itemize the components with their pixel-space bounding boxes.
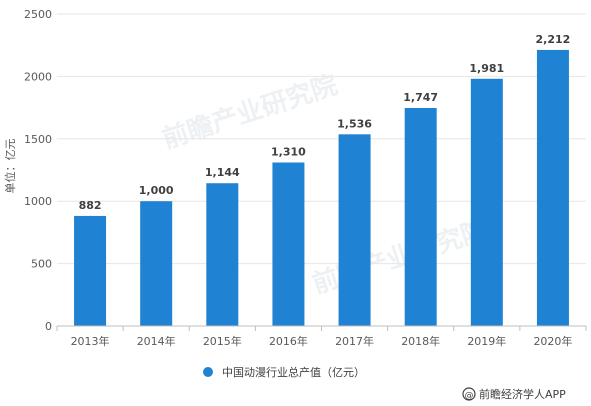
x-tick-label: 2018年 [401, 334, 440, 348]
bar [272, 162, 305, 326]
legend-label: 中国动漫行业总产值（亿元） [222, 365, 365, 379]
x-tick-label: 2015年 [203, 334, 242, 348]
gridlines [57, 13, 586, 265]
bar [470, 78, 503, 326]
x-tick-label: 2014年 [137, 334, 176, 348]
data-label: 1,310 [271, 146, 306, 159]
data-label: 1,536 [337, 117, 372, 130]
data-label: 1,000 [139, 184, 174, 197]
x-tick-label: 2016年 [269, 334, 308, 348]
source-label: 前瞻经济学人APP [479, 387, 566, 401]
watermark-text: 前瞻产业研究院 [308, 214, 491, 300]
legend: 中国动漫行业总产值（亿元） [203, 365, 365, 379]
y-tick-label: 0 [45, 320, 52, 333]
data-label: 2,212 [536, 33, 571, 46]
x-axis-ticks: 2013年 2014年 2015年 2016年 2017年 2018年 2019年 2020年 [56, 326, 587, 348]
x-tick-label: 2020年 [533, 334, 572, 348]
data-label: 1,144 [205, 166, 240, 179]
watermark-text: 前瞻产业研究院 [158, 69, 341, 155]
x-tick-label: 2013年 [71, 334, 110, 348]
y-tick-label: 2000 [24, 70, 52, 83]
x-tick-label: 2017年 [335, 334, 374, 348]
source-credit: @ 前瞻经济学人APP [462, 387, 566, 401]
bar [74, 215, 107, 326]
y-tick-label: 1500 [24, 133, 52, 146]
y-tick-label: 1000 [24, 195, 52, 208]
data-label: 1,747 [403, 91, 438, 104]
y-axis-label: 单位：亿元 [3, 139, 17, 194]
source-icon-glyph: @ [465, 391, 474, 401]
bars [74, 49, 569, 327]
y-axis-ticks: 0 500 1000 1500 2000 2500 [24, 8, 52, 333]
data-label: 882 [79, 199, 102, 212]
y-tick-label: 500 [31, 258, 52, 271]
x-tick-label: 2019年 [467, 334, 506, 348]
bar [404, 107, 437, 327]
bar [338, 134, 371, 326]
source-icon [462, 387, 476, 401]
bar [206, 183, 239, 326]
data-labels: 882 1,000 1,144 1,310 1,536 1,747 1,981 2,212 [79, 33, 571, 212]
bar [140, 201, 173, 326]
y-tick-label: 2500 [24, 8, 52, 21]
bar [536, 49, 569, 327]
data-label: 1,981 [469, 62, 504, 75]
legend-marker [203, 367, 213, 377]
